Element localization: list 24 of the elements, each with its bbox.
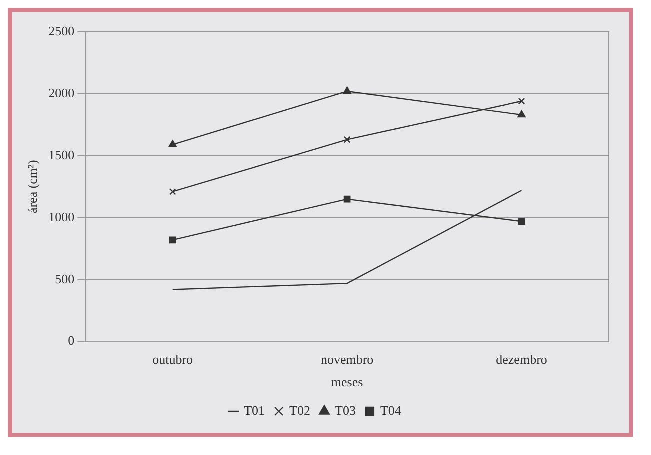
x-axis-title: meses xyxy=(331,374,364,390)
point xyxy=(518,218,526,226)
point xyxy=(168,140,177,148)
point xyxy=(344,196,351,203)
point xyxy=(169,188,176,196)
point xyxy=(344,136,351,144)
y-tick-label: 500 xyxy=(55,271,75,286)
legend-label: T03 xyxy=(335,402,356,418)
x-tick-label: outubro xyxy=(152,352,194,368)
x-tick-label: novembro xyxy=(320,352,374,368)
x-tick-label: dezembro xyxy=(496,352,548,368)
y-tick-label: 2000 xyxy=(48,85,75,100)
legend-label: T02 xyxy=(290,402,311,418)
legend-label: T01 xyxy=(244,402,266,418)
legend-label: T04 xyxy=(380,402,402,418)
y-tick-label: 2500 xyxy=(48,23,75,38)
point xyxy=(518,110,526,118)
y-tick-label: 0 xyxy=(68,333,75,348)
y-tick-label: 1500 xyxy=(48,147,75,162)
point xyxy=(343,86,352,94)
y-axis-title: área (cm²) xyxy=(25,160,40,214)
point xyxy=(169,236,176,244)
point xyxy=(518,98,526,105)
y-tick-label: 1000 xyxy=(48,209,75,224)
